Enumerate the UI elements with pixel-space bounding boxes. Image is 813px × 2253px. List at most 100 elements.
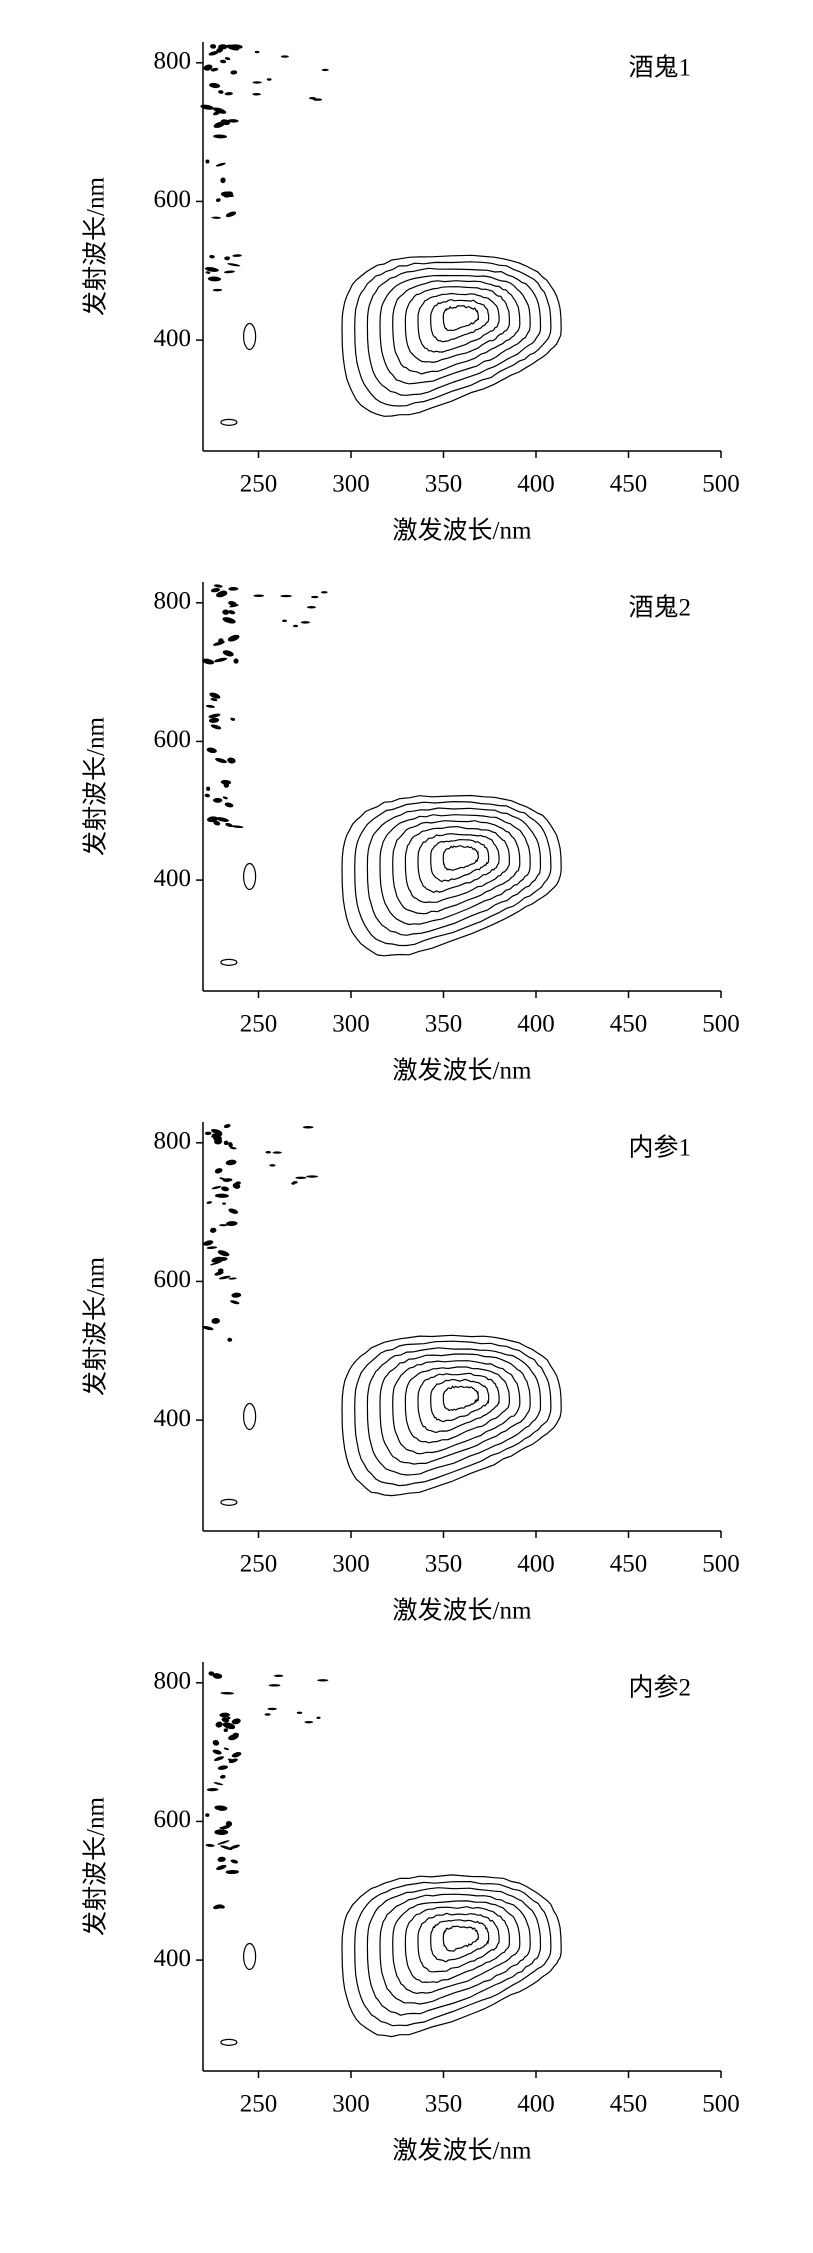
noise-speck xyxy=(230,717,236,721)
y-tick-label: 800 xyxy=(154,588,192,615)
noise-speck xyxy=(306,1175,318,1178)
noise-speck xyxy=(320,591,328,594)
noise-speck xyxy=(228,1208,239,1214)
x-tick-label: 500 xyxy=(702,471,740,498)
noise-speck xyxy=(216,47,223,53)
noise-speck xyxy=(304,1720,314,1724)
noise-speck xyxy=(224,57,231,61)
contour-line xyxy=(392,1360,521,1455)
y-tick-label: 400 xyxy=(154,325,192,352)
contour-line xyxy=(366,1887,542,2016)
noise-speck xyxy=(206,747,217,754)
contour-line xyxy=(392,1900,521,1995)
noise-speck xyxy=(252,81,262,84)
x-tick-label: 250 xyxy=(240,2091,278,2118)
noise-speck xyxy=(229,44,243,50)
contour-line xyxy=(341,794,562,957)
y-tick-label: 800 xyxy=(154,1668,192,1695)
noise-speck xyxy=(212,797,223,803)
noise-speck xyxy=(306,606,316,609)
noise-speck xyxy=(213,657,228,663)
noise-speck xyxy=(208,51,219,56)
noise-speck xyxy=(225,1869,240,1875)
noise-speck xyxy=(272,1151,282,1154)
x-tick-label: 350 xyxy=(425,1011,463,1038)
noise-speck xyxy=(293,624,299,628)
noise-speck xyxy=(204,266,219,272)
noise-speck xyxy=(230,1300,240,1305)
noise-speck xyxy=(223,781,230,788)
noise-speck xyxy=(213,1782,224,1786)
contour-line xyxy=(341,1874,562,2038)
panel-title: 酒鬼1 xyxy=(628,54,691,82)
contour-line xyxy=(354,261,552,407)
noise-speck xyxy=(208,713,221,718)
noise-speck xyxy=(222,1722,236,1730)
contour-line xyxy=(220,958,238,966)
x-tick-label: 300 xyxy=(332,1551,370,1578)
noise-speck xyxy=(205,1843,215,1847)
noise-speck xyxy=(210,698,218,702)
noise-speck xyxy=(223,1747,230,1751)
noise-speck xyxy=(217,1250,230,1257)
contour-line xyxy=(366,1347,542,1476)
noise-speck xyxy=(280,594,292,598)
x-tick-label: 400 xyxy=(517,471,555,498)
noise-speck xyxy=(269,1164,276,1167)
panel: 250 300 350 400 450 500 400 600 800 激发波长/nm 发射波长/n… xyxy=(82,42,740,545)
y-axis-label: 发射波长/nm xyxy=(82,1797,110,1936)
noise-speck xyxy=(205,271,211,274)
noise-speck xyxy=(228,610,236,615)
x-tick-label: 350 xyxy=(425,471,463,498)
contour-line xyxy=(243,862,257,891)
noise-speck xyxy=(213,107,227,114)
contour-line xyxy=(442,1925,479,1952)
contour-line xyxy=(417,833,500,894)
contour-line xyxy=(243,1942,257,1971)
contour-line xyxy=(220,1498,238,1506)
noise-speck xyxy=(292,1181,298,1184)
noise-speck xyxy=(300,621,311,624)
contour-line xyxy=(417,292,500,353)
noise-speck xyxy=(209,1227,217,1233)
noise-speck xyxy=(208,717,220,723)
x-axis-label: 激发波长/nm xyxy=(393,2137,532,2165)
y-tick-label: 600 xyxy=(154,1806,192,1833)
contour-line xyxy=(341,1334,562,1497)
panel: 250 300 350 400 450 500 400 600 800 激发波长/nm 发射波长/n… xyxy=(82,582,740,1085)
x-tick-label: 350 xyxy=(425,2091,463,2118)
noise-speck xyxy=(228,1277,237,1280)
panel-title: 内参2 xyxy=(628,1674,691,1702)
contour-line xyxy=(404,825,510,904)
x-tick-label: 250 xyxy=(240,1011,278,1038)
noise-speck xyxy=(205,1813,210,1817)
noise-speck xyxy=(211,1186,222,1190)
noise-speck xyxy=(228,587,239,591)
noise-speck xyxy=(229,1146,237,1150)
noise-speck xyxy=(227,1758,236,1763)
noise-speck xyxy=(213,584,223,588)
noise-speck xyxy=(220,1845,233,1851)
x-tick-label: 400 xyxy=(517,1011,555,1038)
contour-line xyxy=(404,1366,510,1444)
x-tick-label: 350 xyxy=(425,1551,463,1578)
contour-line xyxy=(430,1919,490,1963)
noise-speck xyxy=(211,1256,222,1263)
contour-line xyxy=(354,1880,552,2027)
x-tick-label: 300 xyxy=(332,471,370,498)
contour-line xyxy=(430,838,490,883)
x-tick-label: 250 xyxy=(240,471,278,498)
x-tick-label: 300 xyxy=(332,1011,370,1038)
noise-speck xyxy=(211,1317,220,1324)
noise-speck xyxy=(273,1674,284,1678)
contour-line xyxy=(404,1906,510,1984)
contour-line xyxy=(379,1893,531,2005)
panel-title: 内参1 xyxy=(628,1134,691,1162)
contour-line xyxy=(392,280,521,375)
noise-speck xyxy=(221,1186,230,1192)
contour-line xyxy=(341,254,562,417)
noise-speck xyxy=(214,1193,229,1198)
noise-speck xyxy=(214,1138,223,1145)
noise-speck xyxy=(215,758,227,764)
noise-speck xyxy=(221,1824,231,1830)
